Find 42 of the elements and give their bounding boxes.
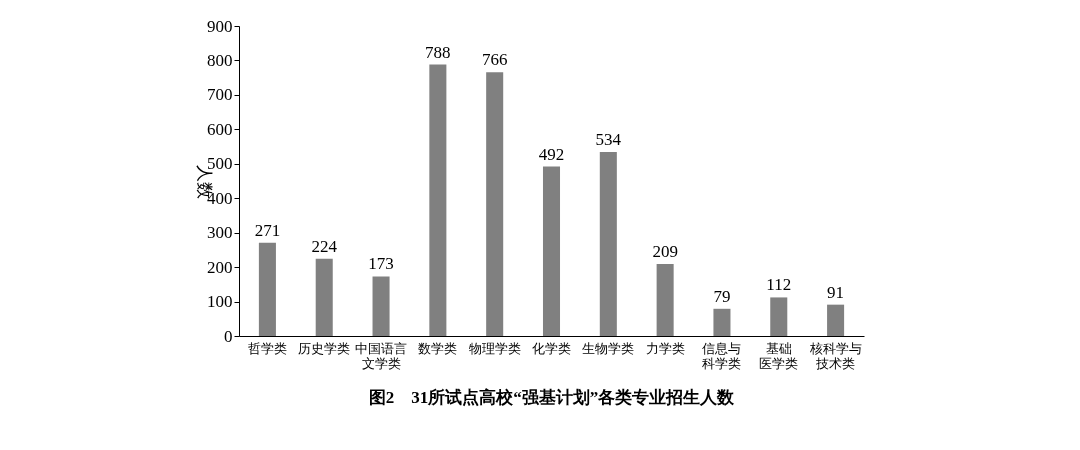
data-label: 112: [766, 275, 792, 295]
data-label: 224: [311, 236, 338, 256]
y-tick-label: 900: [207, 16, 233, 36]
bar: [542, 166, 561, 336]
data-label: 209: [652, 242, 678, 262]
x-tick-label: 中国语言文学类: [355, 340, 408, 371]
bar: [315, 258, 333, 336]
x-tick-label: 力学类: [645, 340, 685, 356]
data-label: 271: [254, 220, 281, 240]
data-label: 173: [368, 254, 394, 274]
bar: [372, 276, 390, 336]
y-tick-label: 100: [207, 292, 233, 312]
bar: [599, 152, 617, 336]
y-tick-label: 200: [207, 257, 233, 277]
x-tick-label: 基础医学类: [759, 340, 799, 371]
x-tick-label: 核科学与技术类: [808, 340, 862, 371]
y-tick-label: 600: [207, 119, 233, 139]
bar: [770, 297, 788, 336]
x-tick-label: 化学类: [532, 340, 571, 356]
y-tick-label: 300: [207, 223, 233, 243]
bar: [713, 308, 731, 336]
data-label: 492: [538, 144, 565, 164]
x-tick-label: 信息与科学类: [702, 340, 742, 371]
y-tick-label: 0: [224, 326, 233, 346]
x-tick-label: 历史学类: [298, 340, 351, 356]
text: 图2 31所试点高校“强基计划”各类专业招生人数: [368, 388, 736, 407]
x-tick-label: 数学类: [418, 340, 458, 356]
x-tick-label: 生物学类: [582, 340, 635, 356]
bar: [258, 242, 276, 336]
bar: [486, 72, 504, 336]
bar: [827, 304, 845, 336]
bar: [429, 64, 447, 336]
y-tick-label: 800: [207, 50, 233, 70]
x-tick-label: 物理学类: [468, 340, 521, 356]
data-label: 766: [481, 50, 508, 70]
data-label: 534: [595, 130, 622, 150]
data-label: 79: [713, 286, 731, 306]
bar: [656, 264, 674, 336]
y-tick-label: 700: [207, 85, 233, 105]
data-label: 91: [827, 282, 845, 302]
x-tick-label: 哲学类: [247, 340, 287, 356]
data-label: 788: [425, 42, 451, 62]
